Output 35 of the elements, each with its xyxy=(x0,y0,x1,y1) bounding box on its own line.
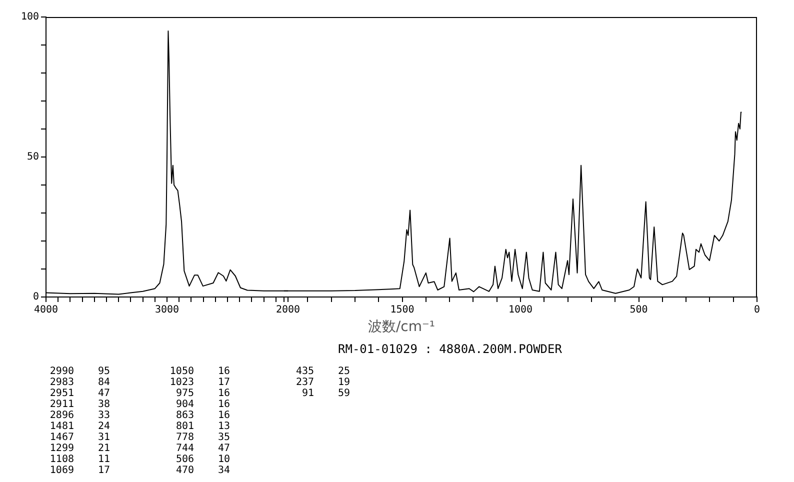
x-tick-label: 1500 xyxy=(390,304,414,316)
text: 975 16 xyxy=(176,388,230,399)
text: 2990 95 xyxy=(50,366,110,377)
text: 2951 47 xyxy=(50,388,110,399)
y-tick-label: 50 xyxy=(26,152,39,163)
text: 1069 17 xyxy=(50,465,110,476)
text: 904 16 xyxy=(176,399,230,410)
text: 1050 16 xyxy=(170,366,230,377)
text: 91 59 xyxy=(302,388,350,399)
text: 506 10 xyxy=(176,454,230,465)
text: 1467 31 xyxy=(50,432,110,443)
text: 2911 38 xyxy=(50,399,110,410)
text: 2983 84 xyxy=(50,377,110,388)
x-tick-label: 500 xyxy=(630,304,648,316)
text: RM-01-01029 : 4880A.200M.POWDER xyxy=(338,342,562,356)
text: 435 25 xyxy=(296,366,350,377)
x-tick-label: 1000 xyxy=(508,304,533,316)
text: 1108 11 xyxy=(50,454,110,465)
text: 778 35 xyxy=(176,432,230,443)
x-tick-label: 4000 xyxy=(34,304,58,316)
text: 744 47 xyxy=(176,443,230,454)
y-tick-label: 0 xyxy=(32,292,39,303)
text: 863 16 xyxy=(176,410,230,421)
text: 1481 24 xyxy=(50,421,110,432)
text: 2896 33 xyxy=(50,410,110,421)
x-tick-label: 0 xyxy=(754,304,760,316)
text: 470 34 xyxy=(176,465,230,476)
y-tick-label: 100 xyxy=(20,12,39,23)
text: 237 19 xyxy=(296,377,350,388)
x-axis-title: 波数/cm⁻¹ xyxy=(366,318,436,336)
x-tick-label: 2000 xyxy=(276,304,300,316)
text: 1023 17 xyxy=(170,377,230,388)
x-tick-label: 3000 xyxy=(154,304,180,316)
text: 1299 21 xyxy=(50,443,110,454)
text: 801 13 xyxy=(176,421,230,432)
